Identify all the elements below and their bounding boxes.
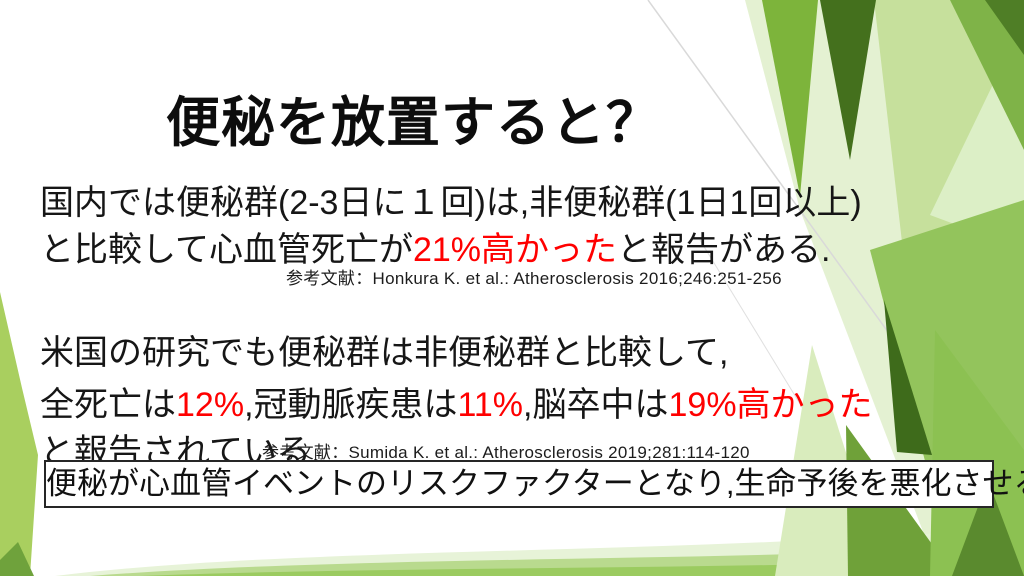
reference-honkura: 参考文献：Honkura K. et al.: Atherosclerosis … (286, 269, 782, 288)
highlight-all-death-12pct: 12% (176, 386, 245, 424)
conclusion-box: 便秘が心血管イベントのリスクファクターとなり,生命予後を悪化させる. (44, 460, 1024, 508)
highlight-coronary-11pct: 11% (457, 386, 524, 424)
us-seg2: ,冠動脈疾患は (244, 386, 458, 424)
paragraph-domestic-study: 国内では便秘群(2-3日に１回)は,非便秘群(1日1回以上) と比較して心血管死… (40, 180, 862, 274)
domestic-line2-pre: と比較して心血管死亡が (40, 231, 413, 269)
domestic-line1: 国内では便秘群(2-3日に１回)は,非便秘群(1日1回以上) (40, 184, 862, 222)
us-seg1: 全死亡は (40, 386, 176, 424)
domestic-line2-post: と報告がある. (617, 231, 831, 269)
highlight-cardiovascular-21pct: 21%高かった (412, 231, 618, 269)
highlight-stroke-19pct: 19%高かった (668, 386, 873, 424)
slide-title: 便秘を放置すると？ (166, 93, 661, 154)
conclusion-text: 便秘が心血管イベントのリスクファクターとなり,生命予後を悪化させる. (46, 466, 1024, 501)
paragraph-us-study-results: 全死亡は12%,冠動脈疾患は11%,脳卒中は19%高かった と報告されている. (40, 382, 873, 476)
us-seg3: ,脳卒中は (523, 386, 669, 424)
paragraph-us-study-intro: 米国の研究でも便秘群は非便秘群と比較して, (40, 334, 729, 372)
reference-sumida: 参考文献：Sumida K. et al.: Atherosclerosis 2… (262, 443, 750, 462)
